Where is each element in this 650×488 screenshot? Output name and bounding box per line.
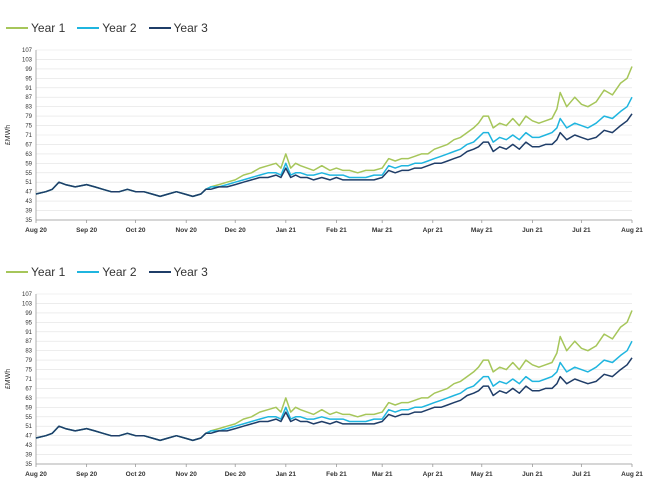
x-tick-label: Mar 21 bbox=[372, 227, 393, 234]
y-tick-label: 87 bbox=[25, 95, 32, 101]
y-tick-label: 47 bbox=[25, 190, 32, 196]
y-tick-label: 51 bbox=[25, 424, 32, 430]
legend-item-year-3: Year 3 bbox=[148, 265, 208, 279]
y-tick-label: 75 bbox=[25, 368, 32, 374]
x-tick-label: Jan 21 bbox=[276, 227, 297, 234]
x-tick-label: Sep 20 bbox=[76, 227, 97, 234]
y-tick-label: 35 bbox=[25, 462, 32, 468]
legend-label: Year 1 bbox=[31, 265, 66, 279]
x-tick-label: Oct 20 bbox=[126, 471, 146, 478]
legend-label: Year 2 bbox=[102, 21, 137, 35]
legend-swatch-year-2 bbox=[77, 271, 100, 273]
y-tick-label: 59 bbox=[25, 161, 32, 167]
y-tick-label: 63 bbox=[25, 152, 32, 158]
chart-legend: Year 1 Year 2 Year 3 bbox=[6, 262, 208, 282]
y-tick-label: 39 bbox=[25, 209, 32, 215]
legend-item-year-2: Year 2 bbox=[77, 21, 137, 35]
y-tick-label: 35 bbox=[25, 218, 32, 224]
legend-swatch-year-3 bbox=[148, 27, 171, 29]
x-tick-label: Aug 21 bbox=[621, 471, 643, 478]
x-tick-label: Sep 20 bbox=[76, 471, 97, 478]
y-tick-label: 91 bbox=[25, 86, 32, 92]
y-tick-label: 103 bbox=[22, 301, 33, 307]
y-tick-label: 75 bbox=[25, 124, 32, 130]
x-tick-label: Dec 20 bbox=[225, 471, 246, 478]
x-tick-label: Jul 21 bbox=[572, 471, 591, 478]
legend-swatch-year-3 bbox=[148, 271, 171, 273]
y-tick-label: 51 bbox=[25, 180, 32, 186]
x-tick-label: Mar 21 bbox=[372, 471, 393, 478]
y-tick-label: 43 bbox=[25, 199, 32, 205]
y-tick-label: 55 bbox=[25, 171, 32, 177]
y-tick-label: 107 bbox=[22, 292, 33, 298]
y-tick-label: 79 bbox=[25, 114, 32, 120]
x-tick-label: Dec 20 bbox=[225, 227, 246, 234]
x-tick-label: Aug 20 bbox=[25, 227, 47, 234]
x-tick-label: Aug 20 bbox=[25, 471, 47, 478]
y-tick-label: 87 bbox=[25, 339, 32, 345]
x-tick-label: Apr 21 bbox=[423, 471, 444, 478]
y-tick-label: 83 bbox=[25, 349, 32, 355]
plot-area: 35 39 43 47 51 55 59 63 67 71 75 79 83 87 91 95 99 103 107… bbox=[5, 48, 643, 234]
legend-item-year-2: Year 2 bbox=[77, 265, 137, 279]
x-tick-label: Apr 21 bbox=[423, 227, 444, 234]
x-tick-label: Feb 21 bbox=[326, 471, 347, 478]
x-tick-label: May 21 bbox=[471, 471, 493, 478]
x-tick-label: Aug 21 bbox=[621, 227, 643, 234]
y-tick-label: 43 bbox=[25, 443, 32, 449]
legend-item-year-1: Year 1 bbox=[6, 265, 65, 279]
y-tick-label: 79 bbox=[25, 358, 32, 364]
legend-label: Year 2 bbox=[102, 265, 137, 279]
legend-item-year-1: Year 1 bbox=[6, 21, 65, 35]
y-tick-label: 99 bbox=[25, 67, 32, 73]
series-line-year-3 bbox=[35, 113, 633, 198]
y-tick-label: 63 bbox=[25, 396, 32, 402]
legend-swatch-year-1 bbox=[6, 27, 28, 29]
y-tick-label: 107 bbox=[22, 48, 33, 54]
y-axis-label: £MWh bbox=[5, 125, 12, 145]
y-tick-label: 55 bbox=[25, 415, 32, 421]
plot-area: 35 39 43 47 51 55 59 63 67 71 75 79 83 87 91 95 99 103 107… bbox=[5, 292, 643, 478]
y-tick-label: 95 bbox=[25, 76, 32, 82]
legend-swatch-year-1 bbox=[6, 271, 28, 273]
y-tick-label: 71 bbox=[25, 133, 32, 139]
x-tick-label: Jul 21 bbox=[572, 227, 591, 234]
x-tick-label: Jan 21 bbox=[276, 471, 297, 478]
series-line-year-3 bbox=[35, 357, 633, 442]
x-tick-label: Jun 21 bbox=[522, 227, 543, 234]
legend-label: Year 3 bbox=[173, 265, 208, 279]
y-tick-label: 67 bbox=[25, 386, 32, 392]
legend-item-year-3: Year 3 bbox=[148, 21, 208, 35]
y-tick-label: 99 bbox=[25, 311, 32, 317]
series-line-year-1 bbox=[35, 66, 633, 198]
y-tick-label: 67 bbox=[25, 142, 32, 148]
x-tick-label: May 21 bbox=[471, 227, 493, 234]
y-tick-label: 83 bbox=[25, 105, 32, 111]
y-tick-label: 47 bbox=[25, 434, 32, 440]
y-tick-label: 39 bbox=[25, 453, 32, 459]
legend-swatch-year-2 bbox=[77, 27, 100, 29]
y-tick-label: 103 bbox=[22, 57, 33, 63]
y-tick-label: 95 bbox=[25, 320, 32, 326]
y-axis-label: £MWh bbox=[5, 369, 12, 389]
x-tick-label: Feb 21 bbox=[326, 227, 347, 234]
x-tick-label: Oct 20 bbox=[126, 227, 146, 234]
y-tick-label: 71 bbox=[25, 377, 32, 383]
series-line-year-2 bbox=[35, 96, 633, 198]
legend-label: Year 3 bbox=[173, 21, 208, 35]
y-tick-label: 59 bbox=[25, 405, 32, 411]
chart-legend: Year 1 Year 2 Year 3 bbox=[6, 18, 208, 38]
legend-label: Year 1 bbox=[31, 21, 66, 35]
x-tick-label: Nov 20 bbox=[176, 471, 198, 478]
series-line-year-1 bbox=[35, 310, 633, 442]
price-chart-bottom: Year 1 Year 2 Year 3 35 39 43 47 51 55 59 63 67 7… bbox=[0, 262, 650, 482]
x-tick-label: Nov 20 bbox=[176, 227, 198, 234]
x-tick-label: Jun 21 bbox=[522, 471, 543, 478]
series-line-year-2 bbox=[35, 340, 633, 442]
y-tick-label: 91 bbox=[25, 330, 32, 336]
price-chart-top: Year 1 Year 2 Year 3 35 39 43 47 51 55 59 63 67 7… bbox=[0, 18, 650, 238]
